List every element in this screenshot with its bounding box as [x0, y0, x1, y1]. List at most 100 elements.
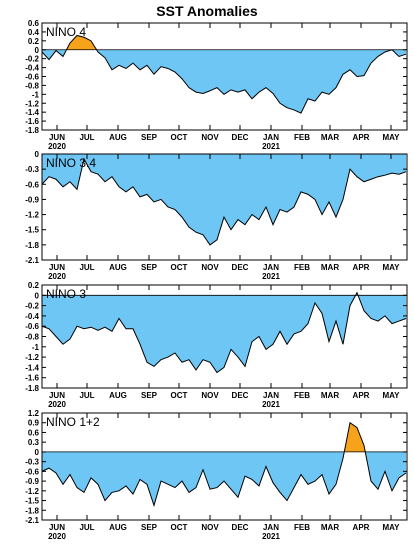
x-tick-label: FEB: [294, 133, 310, 142]
y-tick-label: -1.8: [25, 241, 39, 250]
y-tick-label: -0.9: [25, 477, 39, 486]
y-tick-label: 0.4: [28, 28, 40, 37]
x-tick-label: JUL: [79, 391, 94, 400]
x-tick-label: AUG: [109, 391, 127, 400]
x-tick-label: DEC: [232, 523, 249, 532]
y-tick-label: -2.1: [25, 256, 39, 265]
x-tick-label: MAY: [382, 133, 400, 142]
negative-anomaly-area: [42, 451, 406, 506]
figure-title: SST Anomalies: [156, 3, 258, 19]
negative-anomaly-area: [42, 295, 406, 373]
y-tick-label: -0.6: [25, 73, 39, 82]
series-line: [42, 291, 407, 374]
x-tick-label: DEC: [232, 391, 249, 400]
y-tick-label: -0.8: [25, 81, 39, 90]
x-tick-label: FEB: [294, 391, 310, 400]
plot-frame: [41, 412, 408, 521]
y-tick-label: -1.6: [25, 374, 39, 383]
panel-4: NINO 1+21.20.90.60.30-0.3-0.6-0.9-1.2-1.…: [25, 409, 408, 541]
y-tick-label: 0.2: [28, 281, 40, 290]
y-tick-label: 0: [35, 150, 40, 159]
x-tick-label: APR: [353, 133, 370, 142]
x-tick-label: NOV: [201, 133, 219, 142]
y-tick-label: -1.8: [25, 126, 39, 135]
x-tick-label: JAN: [263, 391, 279, 400]
x-tick-label: SEP: [141, 391, 158, 400]
panel-fill-group: [42, 34, 407, 114]
x-tick-label: APR: [353, 263, 370, 272]
y-tick-label: -1.4: [25, 363, 39, 372]
negative-anomaly-area: [42, 154, 406, 245]
x-year-label: 2020: [48, 400, 66, 409]
x-year-label: 2020: [48, 532, 66, 541]
y-tick-label: 0: [35, 291, 40, 300]
x-tick-label: MAY: [382, 523, 400, 532]
y-tick-label: -1.5: [25, 226, 39, 235]
y-tick-label: -0.4: [25, 64, 39, 73]
x-tick-label: OCT: [171, 263, 188, 272]
x-year-label: 2021: [262, 532, 280, 541]
negative-anomaly-area: [42, 49, 406, 114]
x-year-label: 2021: [262, 142, 280, 151]
y-tick-label: -0.8: [25, 333, 39, 342]
x-tick-label: DEC: [232, 263, 249, 272]
series-line: [42, 157, 407, 246]
y-tick-label: -0.6: [25, 467, 39, 476]
x-tick-label: MAR: [321, 391, 339, 400]
x-tick-label: MAY: [382, 263, 400, 272]
y-tick-label: -1.2: [25, 353, 39, 362]
panels-container: NINO 40.60.40.20-0.2-0.4-0.6-0.8-1-1.2-1…: [25, 19, 408, 541]
y-tick-label: -0.4: [25, 312, 39, 321]
panel-label: NINO 1+2: [46, 415, 100, 429]
x-tick-label: AUG: [109, 133, 127, 142]
x-tick-label: JUN: [49, 391, 65, 400]
y-tick-label: -1.6: [25, 117, 39, 126]
panel-fill-group: [42, 154, 407, 246]
x-tick-label: NOV: [201, 263, 219, 272]
series-line: [42, 34, 407, 114]
x-year-label: 2020: [48, 142, 66, 151]
x-tick-label: FEB: [294, 263, 310, 272]
x-tick-label: FEB: [294, 523, 310, 532]
x-tick-label: JUN: [49, 263, 65, 272]
y-tick-label: 0.6: [28, 428, 40, 437]
y-tick-label: -1.5: [25, 497, 39, 506]
y-tick-label: -0.2: [25, 302, 39, 311]
panel-label: NINO 3: [46, 287, 86, 301]
y-tick-label: -2.1: [25, 516, 39, 525]
y-tick-label: 0.3: [28, 438, 40, 447]
x-tick-label: APR: [353, 523, 370, 532]
series-line: [42, 421, 407, 508]
x-tick-label: JUL: [79, 133, 94, 142]
y-tick-label: -0.3: [25, 458, 39, 467]
y-tick-label: 0.2: [28, 37, 40, 46]
x-tick-label: OCT: [171, 133, 188, 142]
x-tick-label: JAN: [263, 133, 279, 142]
x-year-label: 2021: [262, 272, 280, 281]
x-tick-label: JUL: [79, 263, 94, 272]
y-tick-label: -1: [32, 90, 40, 99]
x-tick-label: MAY: [382, 391, 400, 400]
x-tick-label: SEP: [141, 523, 158, 532]
panel-label: NINO 3.4: [46, 156, 96, 170]
y-tick-label: -0.2: [25, 55, 39, 64]
y-tick-label: -0.9: [25, 195, 39, 204]
x-tick-label: JAN: [263, 523, 279, 532]
y-tick-label: -1.2: [25, 487, 39, 496]
y-tick-label: -1.8: [25, 384, 39, 393]
y-tick-label: -1.4: [25, 108, 39, 117]
x-tick-label: AUG: [109, 263, 127, 272]
y-tick-label: -1.2: [25, 211, 39, 220]
x-tick-label: JUN: [49, 133, 65, 142]
y-tick-label: 0: [35, 448, 40, 457]
panel-2: NINO 3.4 0 -0.3 -0.6 -0.9 -1.2 -1.5 -1.8 -2.1 JUN…: [25, 150, 408, 281]
positive-anomaly-area: [42, 35, 406, 50]
x-year-label: 2020: [48, 272, 66, 281]
x-tick-label: AUG: [109, 523, 127, 532]
y-tick-label: -0.3: [25, 165, 39, 174]
y-tick-label: -1.8: [25, 506, 39, 515]
x-tick-label: OCT: [171, 391, 188, 400]
panel-label: NINO 4: [46, 25, 86, 39]
y-tick-label: -1: [32, 343, 40, 352]
